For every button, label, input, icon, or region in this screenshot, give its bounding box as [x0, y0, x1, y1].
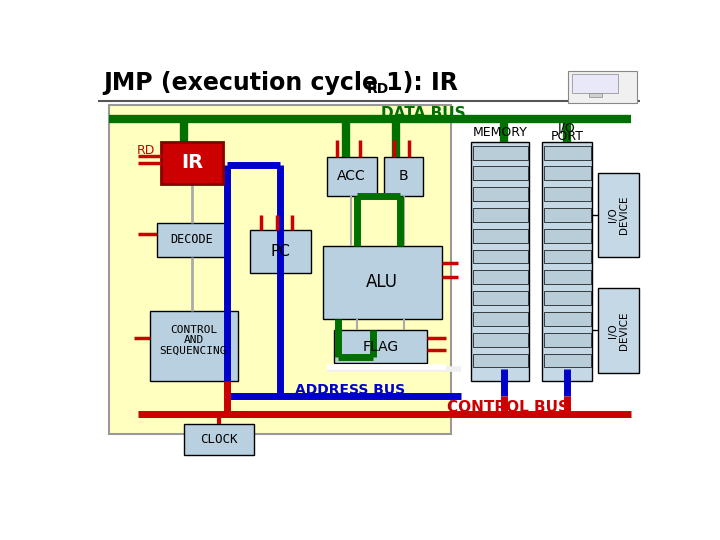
Bar [327, 157, 377, 195]
Bar [473, 291, 528, 305]
Text: MEMORY: MEMORY [472, 126, 527, 139]
Text: RD: RD [137, 144, 155, 157]
Bar [473, 333, 528, 347]
Bar [473, 249, 528, 264]
Bar [473, 208, 528, 222]
Text: PORT: PORT [550, 130, 583, 143]
Bar [157, 222, 227, 257]
Bar [473, 166, 528, 180]
Bar [544, 208, 590, 222]
Bar [544, 187, 590, 201]
Bar [544, 166, 590, 180]
Bar [542, 142, 593, 381]
Text: B: B [399, 170, 408, 184]
Bar [567, 71, 637, 103]
Text: AND: AND [184, 335, 204, 346]
Bar [150, 311, 238, 381]
Text: SEQUENCING: SEQUENCING [160, 346, 228, 355]
Bar [544, 249, 590, 264]
Bar [472, 142, 529, 381]
Bar [473, 229, 528, 242]
Bar [473, 271, 528, 284]
Bar [109, 105, 451, 434]
Bar [598, 173, 639, 257]
Bar [572, 74, 618, 92]
Text: DATA BUS: DATA BUS [381, 106, 465, 121]
Text: I/O
DEVICE: I/O DEVICE [608, 195, 629, 234]
Bar [544, 146, 590, 159]
Bar [323, 246, 442, 319]
Bar [473, 187, 528, 201]
Bar [334, 330, 427, 363]
Bar [589, 92, 601, 97]
Bar [384, 157, 423, 195]
Bar [544, 291, 590, 305]
Bar [161, 142, 222, 184]
Bar [544, 333, 590, 347]
Text: ACC: ACC [337, 170, 366, 184]
Bar [544, 229, 590, 242]
Bar [250, 231, 311, 273]
Text: ADDRESS BUS: ADDRESS BUS [294, 383, 405, 397]
Bar [473, 146, 528, 159]
Text: PC: PC [271, 244, 290, 259]
Text: IR: IR [181, 153, 203, 172]
Bar [184, 424, 253, 455]
Text: I/O: I/O [558, 122, 576, 134]
Bar [598, 288, 639, 373]
Bar [473, 312, 528, 326]
Text: CONTROL BUS: CONTROL BUS [446, 400, 569, 415]
Text: ALU: ALU [366, 273, 398, 291]
Text: CLOCK: CLOCK [200, 433, 238, 446]
Text: DECODE: DECODE [171, 233, 213, 246]
Text: CONTROL: CONTROL [170, 326, 217, 335]
Bar [544, 271, 590, 284]
Bar [544, 354, 590, 367]
Bar [544, 312, 590, 326]
Text: I/O
DEVICE: I/O DEVICE [608, 311, 629, 350]
Text: RD: RD [366, 82, 389, 96]
Text: FLAG: FLAG [362, 340, 399, 354]
Text: JMP (execution cycle 1): IR: JMP (execution cycle 1): IR [104, 71, 458, 95]
Bar [473, 354, 528, 367]
